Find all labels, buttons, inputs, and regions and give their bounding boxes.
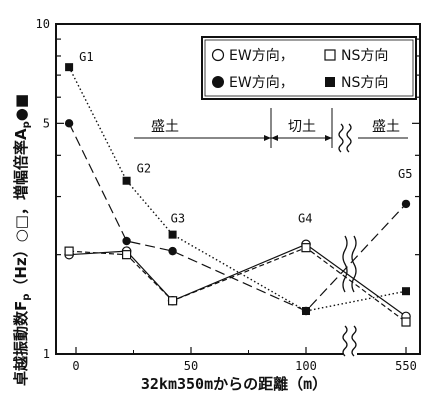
legend-marker-filled-circle xyxy=(212,76,224,88)
soil-arrow xyxy=(325,135,332,141)
y-axis-label-part-1: 卓越振動数F xyxy=(12,301,30,386)
soil-label-cut: 切土 xyxy=(288,119,316,135)
soil-break-wave xyxy=(346,123,352,153)
point-label-G5: G5 xyxy=(398,167,412,181)
legend-label: EW方向， xyxy=(229,48,294,64)
y-tick-label: 10 xyxy=(36,17,50,31)
y-tick-label: 1 xyxy=(43,347,50,361)
y-axis-label-part-4: ○□，増幅倍率A xyxy=(12,128,30,242)
y-tick-label: 5 xyxy=(43,116,50,130)
data-point-filled-circle-G3 xyxy=(168,246,177,256)
data-point-open-square-G3 xyxy=(168,296,178,306)
legend-marker-open-circle xyxy=(211,48,225,62)
data-point-open-square-G2 xyxy=(121,250,132,260)
point-label-G1: G1 xyxy=(79,50,93,64)
legend: EW方向， NS方向 EW方向， NS方向 xyxy=(201,36,417,100)
point-labels: G1 G2 G3 G4 G5 xyxy=(79,50,412,225)
data-point-filled-circle-G2 xyxy=(122,236,131,246)
axis-break-wave xyxy=(342,235,348,293)
legend-label: NS方向 xyxy=(341,75,388,91)
y-axis-label-part-3: （Hz） xyxy=(12,242,30,293)
soil-arrow xyxy=(264,135,271,141)
data-point-open-square-G5 xyxy=(401,317,411,327)
data-point-filled-circle-G1 xyxy=(64,119,74,128)
data-point-open-square-G1 xyxy=(64,246,74,256)
y-axis-label-part-6: ●■ xyxy=(12,94,30,121)
data-point-filled-square-G3 xyxy=(168,230,177,239)
point-label-G2: G2 xyxy=(137,162,151,176)
data-point-filled-circle-G5 xyxy=(401,199,411,209)
x-tick-label: 100 xyxy=(295,359,317,373)
series-markers xyxy=(64,63,411,327)
y-axis-label-part-2: p xyxy=(21,294,32,301)
axis-break-wave xyxy=(351,325,357,357)
data-point-open-square-G4 xyxy=(301,243,311,253)
point-label-G4: G4 xyxy=(298,211,312,225)
legend-label: EW方向， xyxy=(229,75,294,91)
legend-marker-filled-square xyxy=(325,77,335,87)
plot-border xyxy=(55,23,421,355)
axis-break-wave xyxy=(342,325,348,357)
soil-section-annotations: 盛土 切土 盛土 xyxy=(134,108,408,153)
soil-arrow xyxy=(271,135,278,141)
axis-break-marks xyxy=(342,235,357,357)
data-point-filled-square-G5 xyxy=(402,287,410,296)
legend-marker-open-square xyxy=(324,49,336,61)
soil-label-fill-2: 盛土 xyxy=(372,119,400,135)
soil-break-wave xyxy=(338,123,344,153)
data-point-filled-square-G2 xyxy=(122,176,131,185)
x-tick-label: 50 xyxy=(184,359,198,373)
legend-inner-box xyxy=(204,39,414,97)
point-label-G3: G3 xyxy=(171,212,185,226)
svg-text:卓越振動数Fp（Hz）○□，増幅倍率Ap●■: 卓越振動数Fp（Hz）○□，増幅倍率Ap●■ xyxy=(12,94,32,386)
x-tick-label: 0 xyxy=(72,359,79,373)
y-axis-label-part-5: p xyxy=(21,121,32,128)
legend-label: NS方向 xyxy=(341,48,388,64)
x-axis-label: 32km350mからの距離（m） xyxy=(141,375,327,393)
legend-box xyxy=(201,36,417,100)
series-line-4 xyxy=(68,66,407,312)
plot-frame xyxy=(55,23,421,355)
data-point-filled-square-G4 xyxy=(302,306,310,315)
y-axis-label: 卓越振動数Fp（Hz）○□，増幅倍率Ap●■ xyxy=(12,94,32,386)
x-tick-label: 550 xyxy=(395,359,417,373)
soil-label-fill-1: 盛土 xyxy=(151,119,179,135)
data-point-filled-square-G1 xyxy=(65,63,74,72)
x-axis-ticks: 0 50 100 550 xyxy=(72,347,417,373)
